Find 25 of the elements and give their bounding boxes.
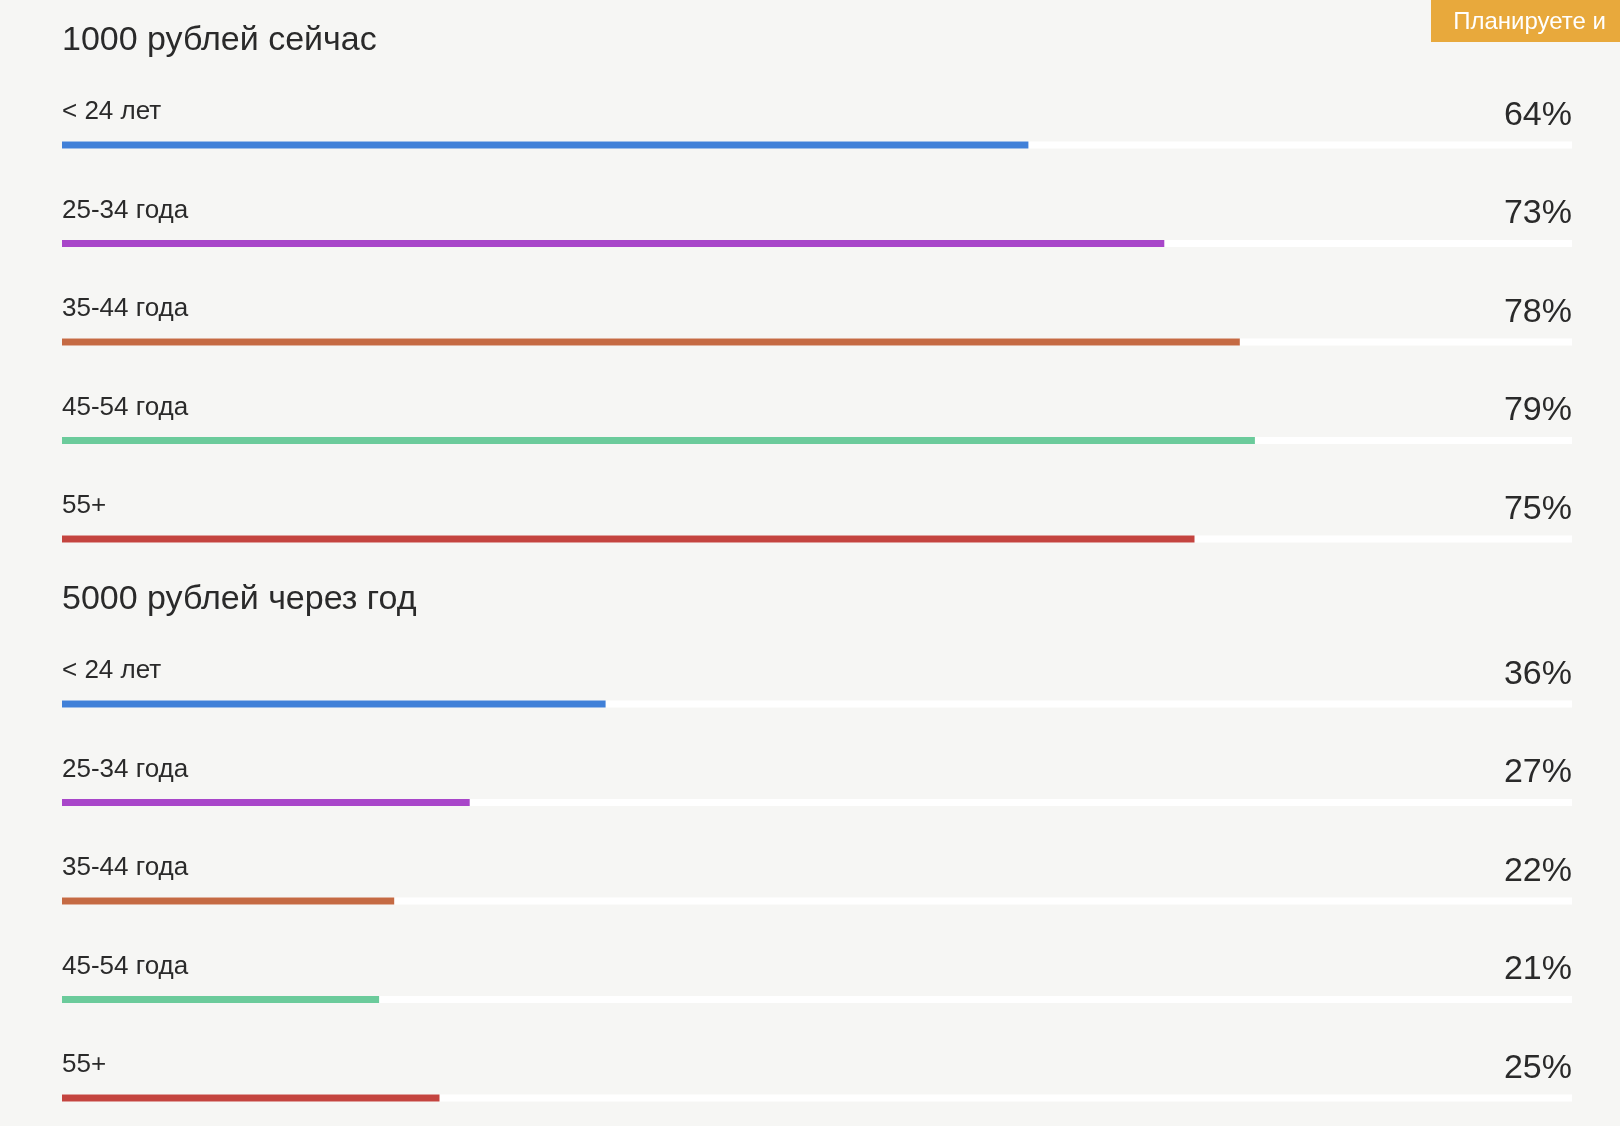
- data-label: 27%: [1503, 751, 1572, 789]
- button: Планируете и: [1431, 0, 1620, 42]
- bar: [62, 996, 380, 1003]
- chart-title: 5000 рублей через год: [62, 578, 417, 616]
- y-tick-label: 55+: [62, 489, 107, 519]
- y-tick-label: 35-44 года: [62, 851, 189, 881]
- data-label: 75%: [1503, 487, 1572, 526]
- data-label: 78%: [1503, 290, 1572, 329]
- data-label: 64%: [1503, 93, 1572, 132]
- y-tick-label: 25-34 года: [62, 752, 189, 783]
- y-tick-label: 45-54 года: [62, 949, 189, 980]
- data-label: 36%: [1503, 652, 1572, 691]
- data-label: 21%: [1503, 948, 1572, 986]
- y-tick-label: 55+: [62, 1048, 107, 1078]
- bar: [62, 897, 395, 905]
- data-label: 79%: [1503, 389, 1572, 427]
- data-label: 25%: [1503, 1046, 1572, 1085]
- y-tick-label: 35-44 года: [62, 292, 189, 322]
- y-tick-label: 25-34 года: [62, 193, 189, 224]
- y-tick-label: < 24 лет: [62, 95, 162, 125]
- data-label: 73%: [1503, 192, 1572, 230]
- y-tick-label: 45-54 года: [62, 390, 189, 421]
- chart-title: 1000 рублей сейчас: [62, 19, 377, 57]
- y-tick-label: < 24 лет: [62, 654, 162, 684]
- data-label: 22%: [1503, 849, 1572, 888]
